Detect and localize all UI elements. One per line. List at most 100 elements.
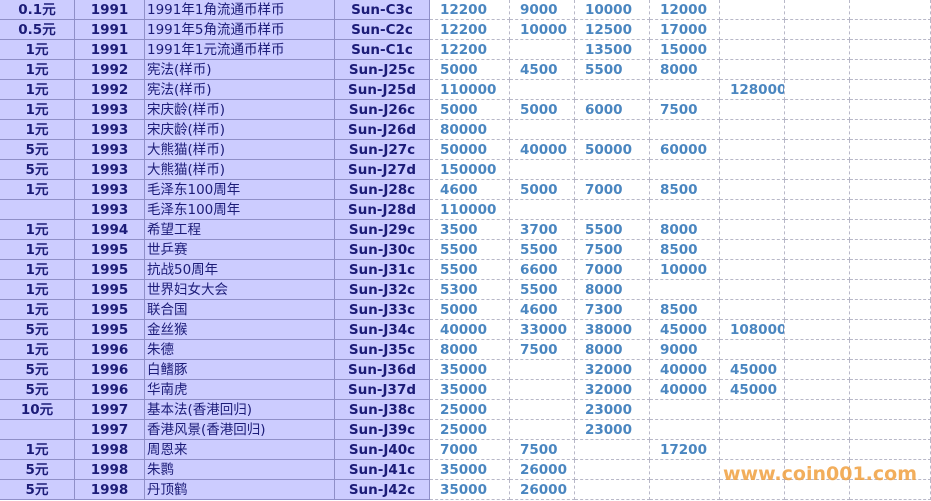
price-cell (720, 40, 785, 60)
price-cell (720, 60, 785, 80)
price-cell (720, 260, 785, 280)
price-cell (575, 200, 650, 220)
price-cell (850, 160, 931, 180)
price-cell: 5500 (510, 280, 575, 300)
year: 1991 (75, 20, 145, 40)
coin-name: 丹顶鹤 (145, 480, 335, 500)
price-cell: 12000 (650, 0, 720, 20)
code: Sun-J31c (335, 260, 430, 280)
price-cell (850, 440, 931, 460)
price-cell: 7000 (430, 440, 510, 460)
price-cell: 10000 (510, 20, 575, 40)
code: Sun-J37d (335, 380, 430, 400)
denomination: 1元 (0, 40, 75, 60)
denomination (0, 200, 75, 220)
year: 1992 (75, 60, 145, 80)
year: 1998 (75, 440, 145, 460)
denomination: 0.1元 (0, 0, 75, 20)
price-cell (850, 120, 931, 140)
watermark: www.coin001.com (722, 463, 917, 485)
price-cell: 7300 (575, 300, 650, 320)
price-cell (785, 440, 850, 460)
year: 1993 (75, 140, 145, 160)
denomination: 1元 (0, 440, 75, 460)
price-cell (720, 480, 785, 500)
code: Sun-J26c (335, 100, 430, 120)
denomination: 1元 (0, 180, 75, 200)
price-cell (650, 420, 720, 440)
price-cell: 60000 (650, 140, 720, 160)
price-cell (510, 380, 575, 400)
price-cell: 5500 (430, 260, 510, 280)
price-cell: 9000 (510, 0, 575, 20)
price-cell (850, 60, 931, 80)
price-cell (650, 160, 720, 180)
price-cell (850, 400, 931, 420)
price-cell (785, 260, 850, 280)
code: Sun-C1c (335, 40, 430, 60)
price-cell: 8000 (650, 60, 720, 80)
price-cell: 5500 (575, 220, 650, 240)
year: 1993 (75, 100, 145, 120)
price-cell: 12500 (575, 20, 650, 40)
year: 1993 (75, 200, 145, 220)
price-cell: 3500 (430, 220, 510, 240)
coin-name: 1991年5角流通币样币 (145, 20, 335, 40)
year: 1996 (75, 360, 145, 380)
price-cell (720, 280, 785, 300)
price-cell: 23000 (575, 400, 650, 420)
price-cell: 5500 (510, 240, 575, 260)
price-cell (785, 300, 850, 320)
price-cell: 40000 (650, 360, 720, 380)
coin-name: 毛泽东100周年 (145, 200, 335, 220)
coin-name: 白鳍豚 (145, 360, 335, 380)
price-cell: 40000 (510, 140, 575, 160)
price-cell: 12200 (430, 20, 510, 40)
price-cell: 7500 (650, 100, 720, 120)
price-cell: 8000 (650, 220, 720, 240)
price-cell: 15000 (650, 40, 720, 60)
year: 1998 (75, 480, 145, 500)
price-cell (650, 400, 720, 420)
coin-name: 世乒赛 (145, 240, 335, 260)
price-cell: 5500 (575, 60, 650, 80)
year: 1995 (75, 320, 145, 340)
price-cell (785, 140, 850, 160)
denomination: 5元 (0, 360, 75, 380)
price-cell: 12200 (430, 40, 510, 60)
year: 1996 (75, 340, 145, 360)
code: Sun-J39c (335, 420, 430, 440)
price-cell (785, 220, 850, 240)
coin-name: 朱鹮 (145, 460, 335, 480)
coin-name: 希望工程 (145, 220, 335, 240)
coin-name: 大熊猫(样币) (145, 160, 335, 180)
price-cell: 25000 (430, 400, 510, 420)
code: Sun-J34c (335, 320, 430, 340)
price-cell (850, 340, 931, 360)
price-cell (720, 0, 785, 20)
code: Sun-J33c (335, 300, 430, 320)
price-cell (850, 260, 931, 280)
year: 1994 (75, 220, 145, 240)
price-cell (575, 480, 650, 500)
code: Sun-J30c (335, 240, 430, 260)
coin-name: 世界妇女大会 (145, 280, 335, 300)
price-cell: 45000 (720, 380, 785, 400)
price-cell: 108000 (720, 320, 785, 340)
price-cell: 32000 (575, 380, 650, 400)
price-cell: 7500 (510, 440, 575, 460)
coin-name: 1991年1元流通币样币 (145, 40, 335, 60)
price-cell (650, 460, 720, 480)
year: 1996 (75, 380, 145, 400)
price-cell: 40000 (430, 320, 510, 340)
price-cell: 26000 (510, 480, 575, 500)
price-cell: 8000 (575, 340, 650, 360)
price-cell: 5000 (510, 100, 575, 120)
price-cell: 35000 (430, 480, 510, 500)
price-cell: 5500 (430, 240, 510, 260)
price-cell: 10000 (650, 260, 720, 280)
price-cell (650, 120, 720, 140)
price-cell: 35000 (430, 380, 510, 400)
price-cell (575, 80, 650, 100)
